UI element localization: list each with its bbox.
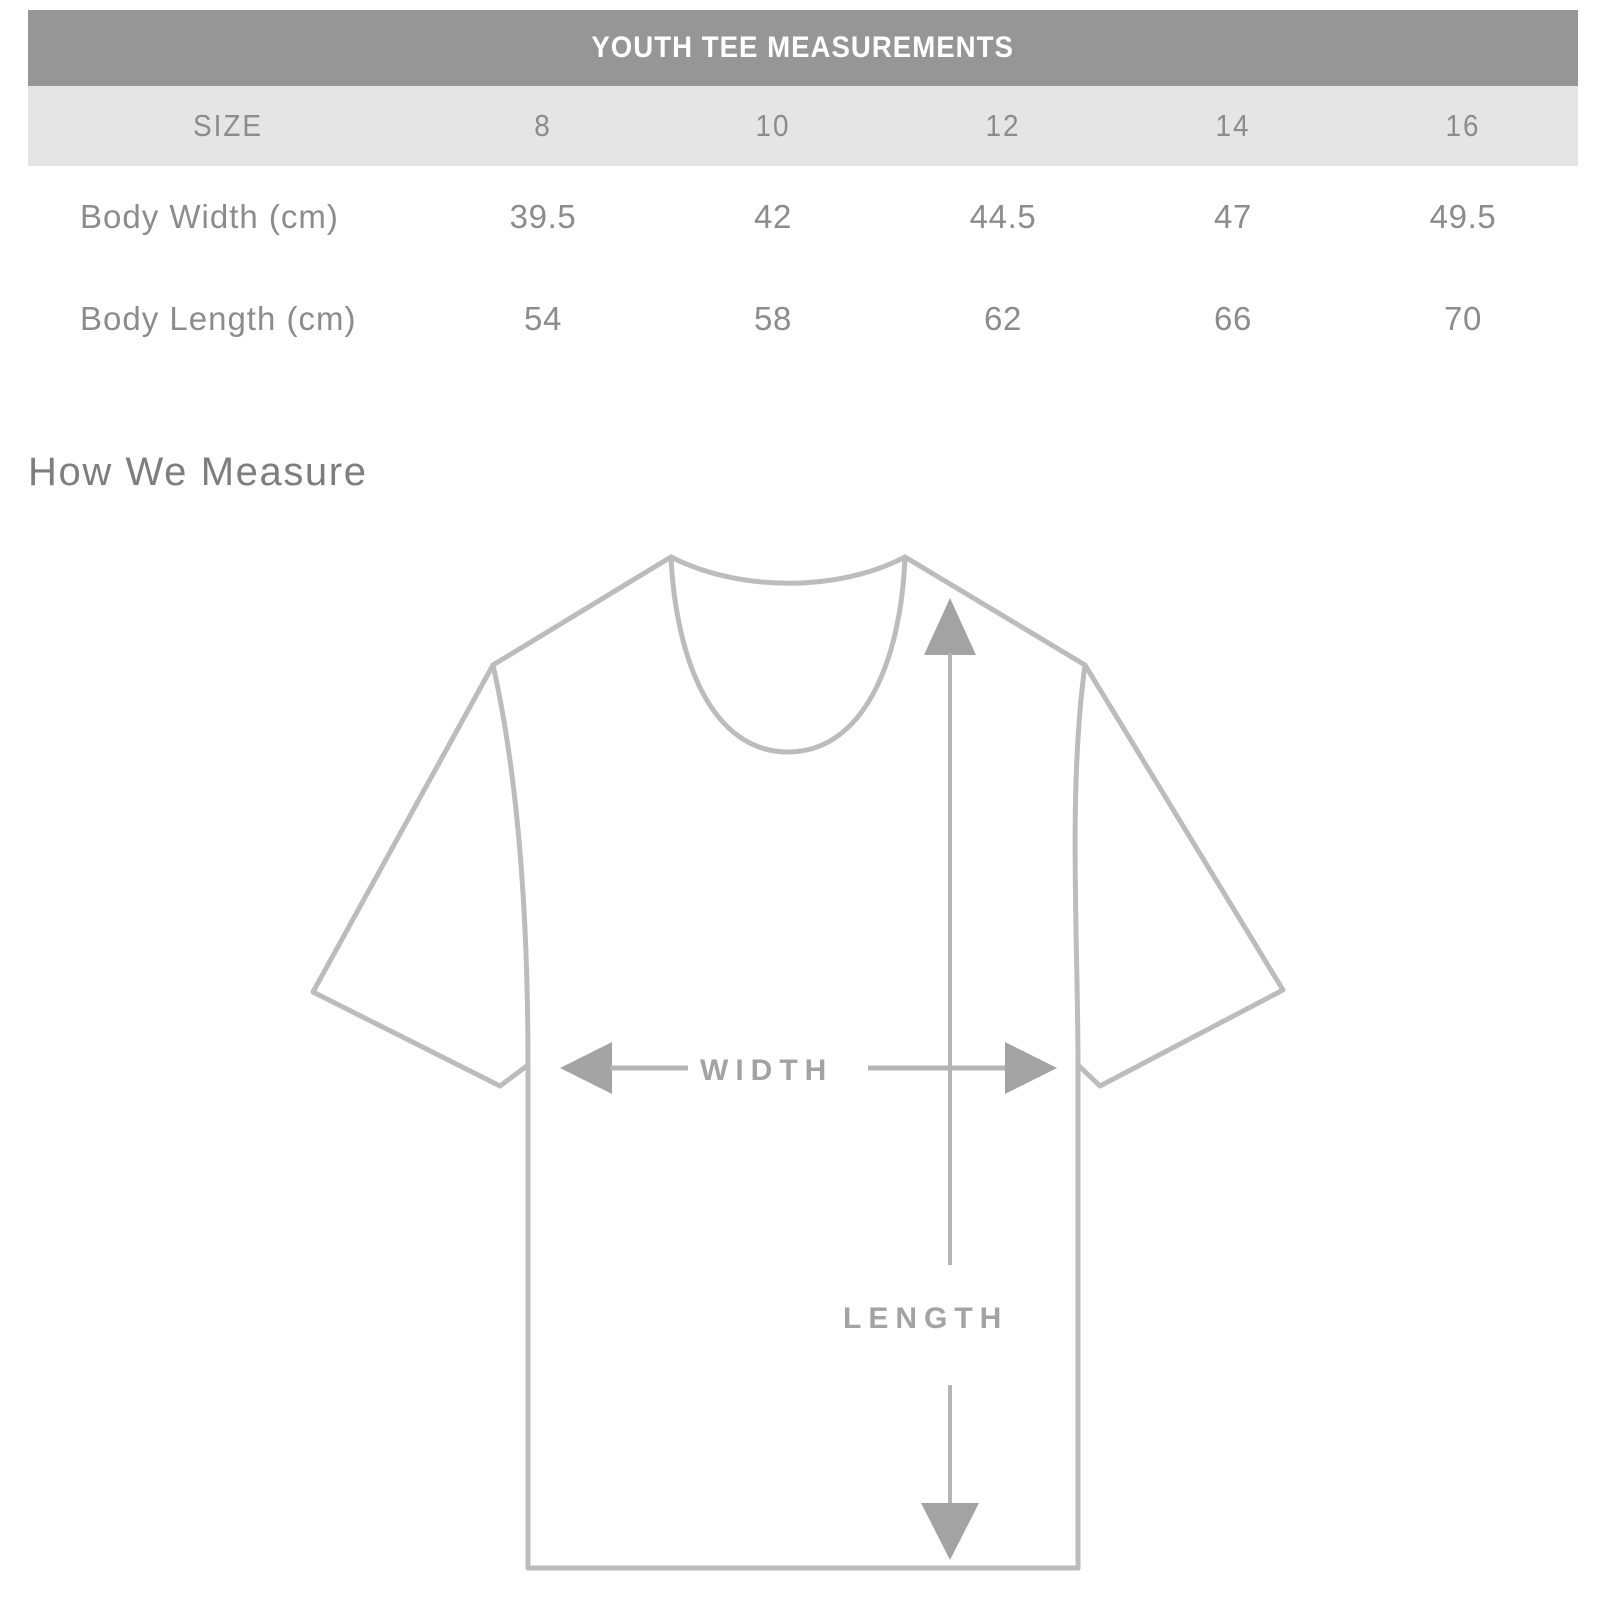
tee-left-armhole-path: [490, 662, 531, 1068]
tee-neckline-path: [668, 554, 908, 755]
length-label: LENGTH: [843, 1302, 1008, 1335]
tee-left-shoulder-path: [490, 554, 674, 668]
how-we-measure-heading: How We Measure: [28, 450, 368, 494]
cell-body-length-8: 54: [428, 268, 658, 370]
column-header-size-10: 10: [755, 108, 791, 143]
tee-diagram: WIDTH LENGTH: [0, 520, 1600, 1600]
column-header-size-8: 8: [534, 108, 552, 143]
row-label-body-width: Body Width (cm): [28, 166, 428, 268]
column-header-size-12: 12: [985, 108, 1021, 143]
length-down-arrow-icon: [921, 1503, 979, 1560]
tee-right-shoulder-path: [902, 554, 1088, 668]
length-up-arrow-icon: [924, 598, 976, 655]
page-title: YOUTH TEE MEASUREMENTS: [591, 31, 1015, 64]
column-header-size: SIZE: [193, 108, 263, 143]
cell-body-width-16: 49.5: [1348, 166, 1578, 268]
tee-collar-top-path: [668, 554, 908, 586]
cell-body-width-14: 47: [1118, 166, 1348, 268]
length-dimension-group: LENGTH: [843, 598, 1008, 1560]
cell-body-length-12: 62: [888, 268, 1118, 370]
width-left-arrow-icon: [560, 1042, 612, 1094]
column-header-size-16: 16: [1445, 108, 1481, 143]
tee-right-sleeve-path: [1075, 662, 1286, 1089]
cell-body-length-10: 58: [658, 268, 888, 370]
tee-left-sleeve-path: [310, 662, 531, 1089]
size-chart-table: YOUTH TEE MEASUREMENTS SIZE 8 10 12 14 1…: [28, 10, 1578, 370]
table-header-row: SIZE 8 10 12 14 16: [28, 86, 1578, 166]
column-header-size-14: 14: [1215, 108, 1251, 143]
table-row: Body Width (cm) 39.5 42 44.5 47 49.5: [28, 166, 1578, 268]
cell-body-width-8: 39.5: [428, 166, 658, 268]
row-label-body-length: Body Length (cm): [28, 268, 428, 370]
table-row: Body Length (cm) 54 58 62 66 70: [28, 268, 1578, 370]
tee-outline-icon: [310, 554, 1286, 1571]
cell-body-length-14: 66: [1118, 268, 1348, 370]
measurements-table: SIZE 8 10 12 14 16 Body Width (cm) 39.5 …: [28, 86, 1578, 370]
width-dimension-group: WIDTH: [560, 1042, 1057, 1094]
width-right-arrow-icon: [1005, 1042, 1057, 1094]
cell-body-width-12: 44.5: [888, 166, 1118, 268]
width-label: WIDTH: [700, 1054, 833, 1087]
cell-body-width-10: 42: [658, 166, 888, 268]
cell-body-length-16: 70: [1348, 268, 1578, 370]
table-title-bar: YOUTH TEE MEASUREMENTS: [28, 10, 1578, 86]
tee-right-armhole-path: [1072, 662, 1088, 1068]
